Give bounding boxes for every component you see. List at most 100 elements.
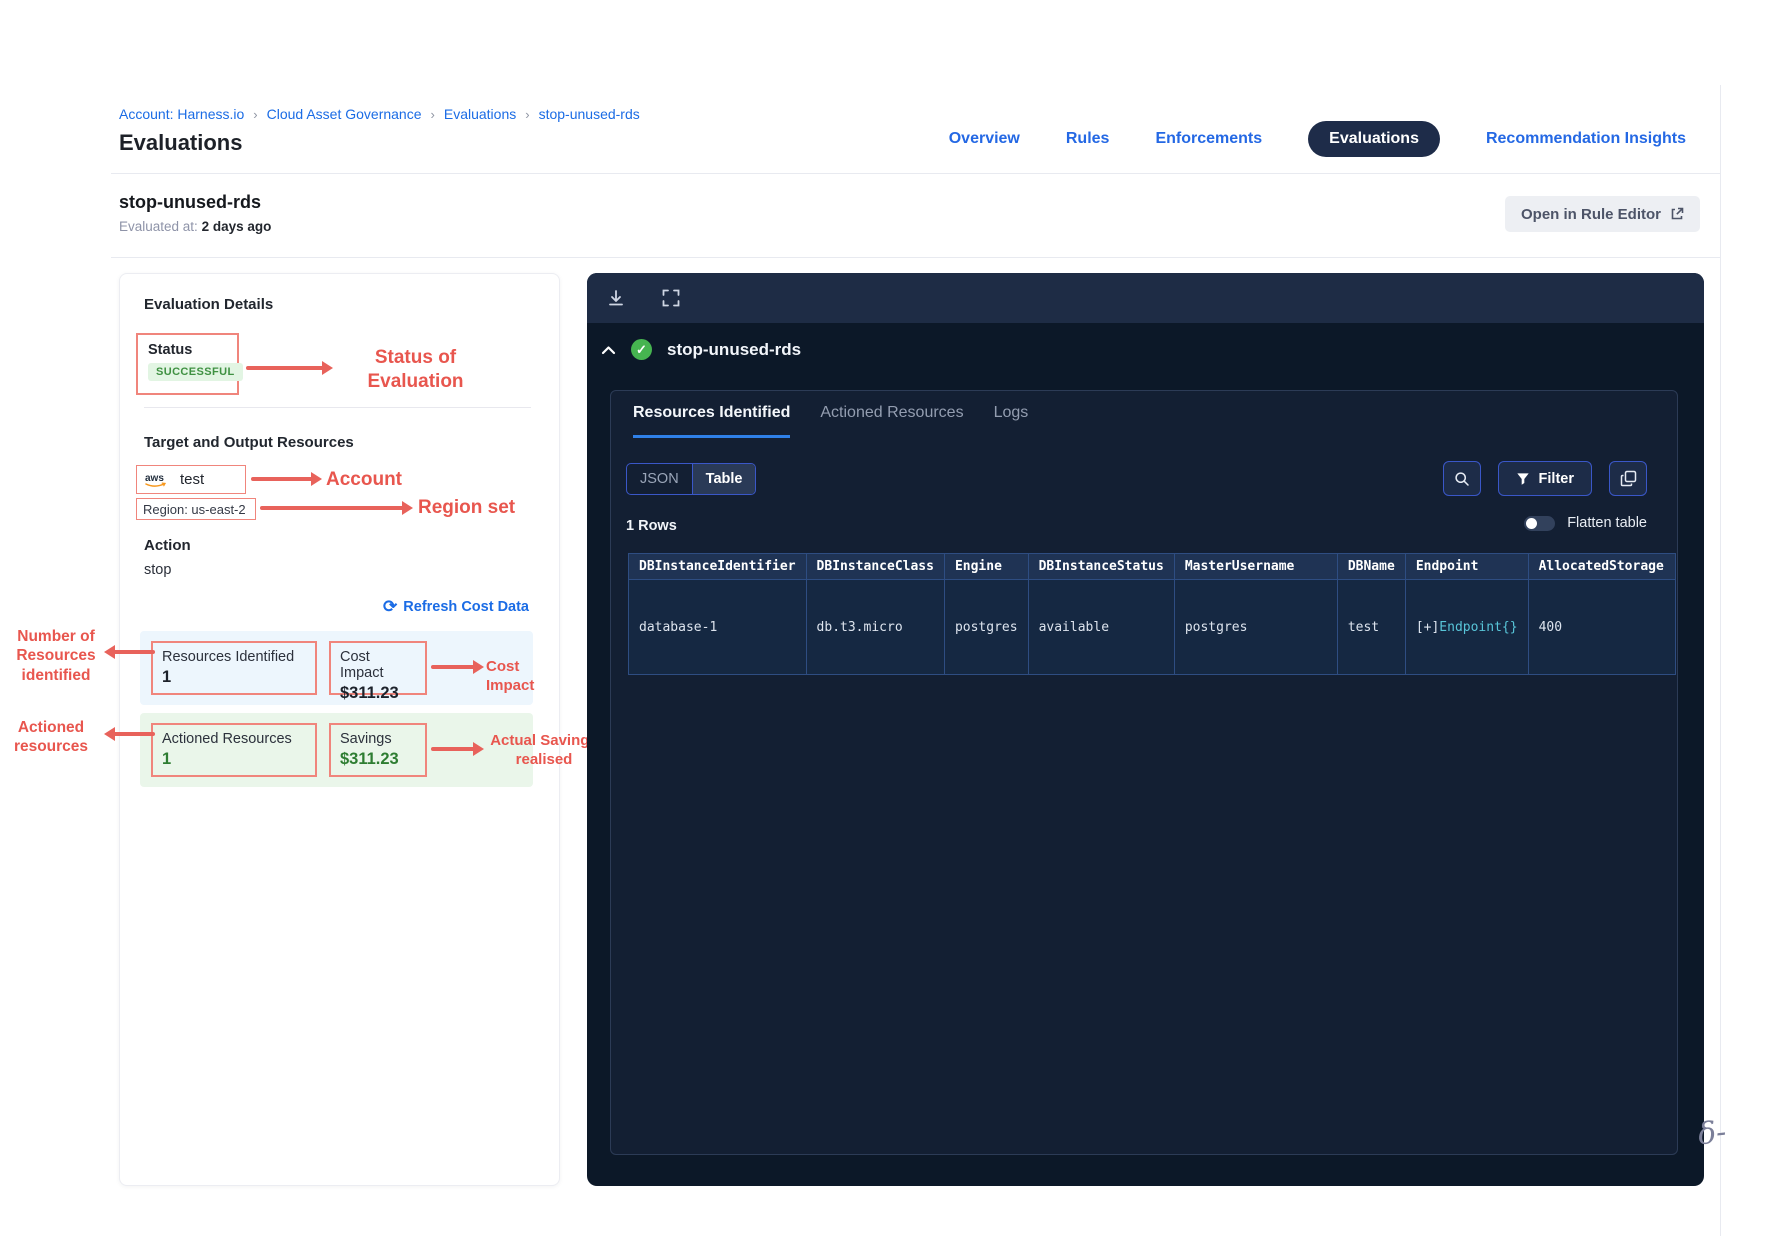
column-header[interactable]: MasterUsername bbox=[1173, 553, 1338, 580]
evaluated-at: Evaluated at: 2 days ago bbox=[119, 219, 271, 234]
rule-name: stop-unused-rds bbox=[119, 192, 261, 212]
resources-identified-box: Resources Identified 1 bbox=[151, 641, 317, 695]
copy-button[interactable] bbox=[1609, 461, 1647, 496]
open-in-rule-editor-label: Open in Rule Editor bbox=[1520, 205, 1661, 223]
filter-label: Filter bbox=[1538, 470, 1574, 487]
savings-panel: Actioned Resources 1 Savings $311.23 bbox=[140, 713, 533, 787]
status-badge: SUCCESSFUL bbox=[148, 363, 243, 381]
annotation-arrow-account bbox=[251, 471, 322, 486]
target-resources-title: Target and Output Resources bbox=[144, 434, 354, 451]
table-view-button[interactable]: Table bbox=[692, 464, 756, 494]
actioned-resources-box: Actioned Resources 1 bbox=[151, 723, 317, 777]
cost-impact-value: $311.23 bbox=[340, 684, 399, 702]
annotation-arrow-actioned-resources bbox=[104, 726, 155, 741]
annotation-cost-impact: Cost Impact bbox=[486, 658, 535, 694]
content-right-border bbox=[1720, 85, 1721, 1236]
breadcrumb-separator: › bbox=[430, 106, 435, 122]
endpoint-object-link[interactable]: Endpoint{} bbox=[1439, 619, 1518, 635]
column-header[interactable]: AllocatedStorage bbox=[1527, 553, 1676, 580]
breadcrumb-separator: › bbox=[253, 106, 258, 122]
annotation-arrow-cost-impact bbox=[431, 659, 484, 674]
column-header[interactable]: DBInstanceIdentifier bbox=[628, 553, 807, 580]
cell-db-instance-class: db.t3.micro bbox=[805, 579, 945, 675]
tab-enforcements[interactable]: Enforcements bbox=[1155, 130, 1263, 147]
fullscreen-icon[interactable] bbox=[662, 289, 680, 307]
breadcrumb-evaluations[interactable]: Evaluations bbox=[443, 106, 517, 122]
flatten-table-label: Flatten table bbox=[1567, 515, 1647, 531]
action-label: Action bbox=[144, 537, 191, 554]
filter-button[interactable]: Filter bbox=[1497, 461, 1592, 496]
toggle-knob bbox=[1526, 517, 1538, 529]
cell-allocated-storage: 400 bbox=[1527, 579, 1676, 675]
evaluated-at-label: Evaluated at: bbox=[119, 219, 198, 234]
success-check-icon: ✓ bbox=[631, 339, 652, 360]
tab-logs[interactable]: Logs bbox=[993, 404, 1029, 421]
results-toolbar bbox=[587, 273, 1704, 323]
aws-logo-icon: aws bbox=[145, 473, 166, 487]
rows-count: 1 Rows bbox=[626, 518, 677, 534]
svg-text:aws: aws bbox=[145, 473, 164, 484]
column-header[interactable]: DBName bbox=[1336, 553, 1406, 580]
annotation-arrow-status bbox=[246, 360, 333, 375]
annotation-account: Account bbox=[326, 469, 402, 490]
open-in-rule-editor-button[interactable]: Open in Rule Editor bbox=[1504, 196, 1700, 232]
resources-table: DBInstanceIdentifier DBInstanceClass Eng… bbox=[628, 553, 1676, 675]
cost-impact-label: Cost Impact bbox=[340, 649, 384, 681]
refresh-cost-data-link[interactable]: ⟳ Refresh Cost Data bbox=[383, 598, 529, 615]
column-header[interactable]: DBInstanceClass bbox=[805, 553, 945, 580]
status-annotation-box: Status SUCCESSFUL bbox=[136, 333, 243, 395]
resources-identified-value: 1 bbox=[162, 668, 172, 686]
search-button[interactable] bbox=[1442, 461, 1481, 496]
copy-icon bbox=[1620, 470, 1636, 487]
resources-identified-label: Resources Identified bbox=[162, 649, 295, 665]
column-header[interactable]: Engine bbox=[943, 553, 1029, 580]
account-box: aws test bbox=[136, 465, 246, 494]
breadcrumb-rule[interactable]: stop-unused-rds bbox=[538, 106, 640, 122]
endpoint-expand-prefix[interactable]: [+] bbox=[1415, 619, 1440, 635]
tab-recommendation-insights[interactable]: Recommendation Insights bbox=[1485, 130, 1686, 147]
card-divider bbox=[144, 407, 531, 408]
table-row: database-1 db.t3.micro postgres availabl… bbox=[628, 579, 1676, 675]
tab-resources-identified[interactable]: Resources Identified bbox=[633, 404, 791, 438]
region-box: Region: us-east-2 bbox=[136, 498, 256, 520]
actioned-resources-value: 1 bbox=[162, 750, 172, 768]
cell-engine: postgres bbox=[943, 579, 1029, 675]
handwritten-squiggle: δ- bbox=[1696, 1114, 1728, 1153]
subheader-divider bbox=[111, 257, 1721, 258]
refresh-icon: ⟳ bbox=[383, 597, 398, 616]
cell-master-username: postgres bbox=[1173, 579, 1338, 675]
tab-evaluations-active[interactable]: Evaluations bbox=[1308, 121, 1440, 157]
json-view-button[interactable]: JSON bbox=[627, 464, 693, 494]
results-inner-container: Resources Identified Actioned Resources … bbox=[610, 390, 1678, 1155]
tab-rules[interactable]: Rules bbox=[1065, 130, 1110, 147]
cost-impact-box: Cost Impact $311.23 bbox=[329, 641, 427, 702]
action-value: stop bbox=[144, 562, 172, 578]
chevron-up-icon[interactable] bbox=[601, 345, 616, 355]
download-icon[interactable] bbox=[606, 288, 626, 308]
table-header-row: DBInstanceIdentifier DBInstanceClass Eng… bbox=[628, 553, 1676, 580]
annotation-number-resources: Number of Resources identified bbox=[16, 628, 96, 684]
tab-actioned-resources[interactable]: Actioned Resources bbox=[820, 404, 964, 421]
header-divider bbox=[111, 173, 1721, 174]
annotation-arrow-savings bbox=[431, 741, 484, 756]
column-header[interactable]: DBInstanceStatus bbox=[1027, 553, 1175, 580]
evaluation-details-title: Evaluation Details bbox=[144, 296, 274, 313]
refresh-cost-data-label: Refresh Cost Data bbox=[403, 598, 529, 615]
annotation-actioned-resources: Actioned resources bbox=[13, 719, 89, 756]
evaluation-details-card: Evaluation Details Status SUCCESSFUL Sta… bbox=[119, 273, 598, 1186]
evaluation-results-panel: ✓ stop-unused-rds Resources Identified A… bbox=[587, 273, 1704, 1186]
breadcrumb-cloud-asset-governance[interactable]: Cloud Asset Governance bbox=[266, 106, 422, 122]
search-icon bbox=[1454, 471, 1469, 486]
savings-label: Savings bbox=[340, 731, 392, 747]
cell-db-instance-identifier: database-1 bbox=[628, 579, 807, 675]
breadcrumb-separator: › bbox=[525, 106, 530, 122]
tab-overview[interactable]: Overview bbox=[948, 130, 1020, 147]
column-header[interactable]: Endpoint bbox=[1404, 553, 1529, 580]
cell-endpoint: [+]Endpoint{} bbox=[1404, 579, 1529, 675]
actioned-resources-label: Actioned Resources bbox=[162, 731, 292, 747]
flatten-table-toggle[interactable] bbox=[1524, 515, 1556, 531]
account-name: test bbox=[180, 471, 205, 488]
breadcrumb-account[interactable]: Account: Harness.io bbox=[119, 106, 245, 122]
filter-icon bbox=[1516, 472, 1529, 485]
